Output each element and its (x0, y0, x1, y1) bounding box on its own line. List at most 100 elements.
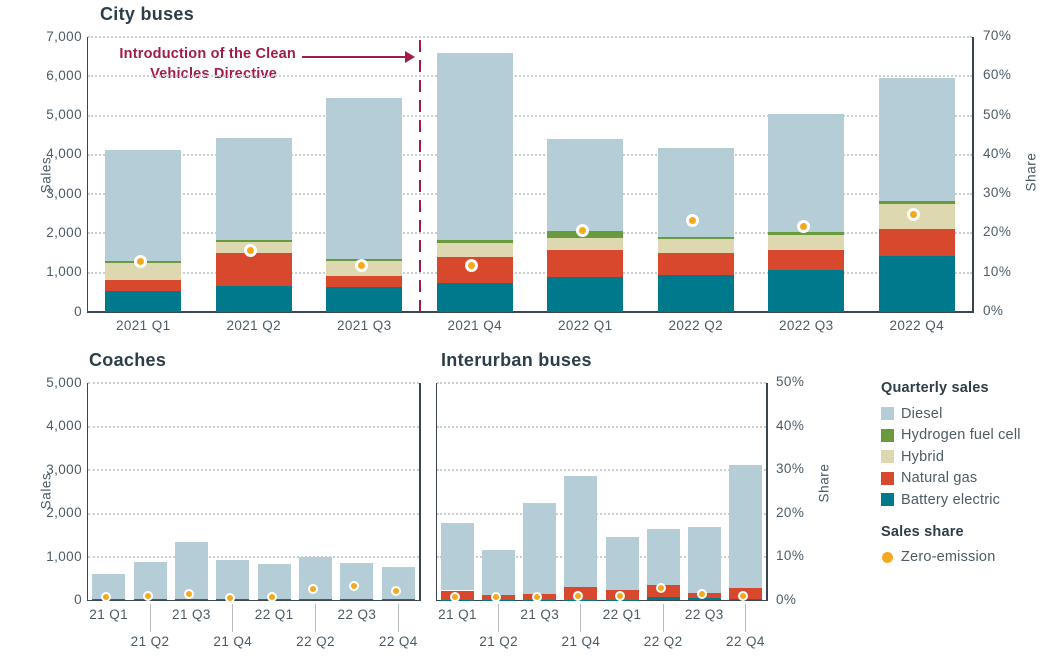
bar-segment-natural-gas (547, 249, 624, 278)
y-tick-label: 0 (74, 592, 82, 607)
coaches-title: Coaches (89, 350, 167, 370)
y-tick-label: 2,000 (46, 224, 82, 240)
x-tick-label: 22 Q3 (684, 606, 724, 622)
legend-item-label: Hybrid (901, 448, 945, 465)
y-tick-label: 4,000 (46, 146, 82, 162)
zero-emission-dot (183, 588, 194, 599)
bar-segment-hydrogen-fuel-cell (878, 200, 955, 204)
bar-segment-diesel (547, 139, 624, 232)
y-tick-label: 3,000 (46, 461, 82, 477)
bar-segment-hybrid (768, 234, 845, 250)
legend-item-natural-gas: Natural gas (881, 468, 1054, 490)
share-tick-label: 0% (776, 591, 797, 607)
x-tick-label: 21 Q2 (479, 633, 519, 649)
bar-segment-battery-electric (174, 598, 208, 601)
zero-emission-dot (308, 584, 319, 595)
share-tick-label: 50% (776, 374, 805, 389)
legend: Quarterly sales Diesel Hydrogen fuel cel… (881, 380, 1054, 568)
x-tick-label: 2022 Q3 (778, 318, 834, 333)
gridline (88, 469, 419, 471)
bar-segment-battery-electric (878, 256, 955, 312)
x-tick-leader-line (498, 603, 500, 632)
x-tick-label: 21 Q2 (130, 633, 170, 649)
annotation-line-2: Vehicles Directive (150, 66, 277, 82)
y2-axis-line (972, 37, 974, 312)
bar-segment-diesel (768, 114, 845, 233)
bar-segment-diesel (482, 550, 516, 595)
x-tick-label: 2021 Q3 (336, 318, 392, 333)
gridline (88, 425, 419, 428)
x-tick-label: 22 Q4 (726, 633, 765, 649)
bar-segment-battery-electric (657, 275, 734, 312)
bar-segment-natural-gas (657, 253, 734, 276)
share-tick-label: 0% (983, 303, 1004, 318)
bar-segment-diesel (605, 537, 639, 590)
share-tick-label: 70% (983, 28, 1012, 43)
zero-emission-dot (796, 220, 810, 233)
share-tick-label: 60% (983, 67, 1012, 83)
y-tick-label: 3,000 (46, 185, 82, 201)
share-tick-label: 10% (983, 263, 1012, 279)
gridline (88, 232, 972, 235)
bar-segment-hydrogen-fuel-cell (657, 236, 734, 239)
zero-emission-dot (686, 214, 700, 228)
share-tick-label: 30% (983, 185, 1012, 201)
hybrid-swatch-icon (881, 450, 894, 464)
y-tick-label: 1,000 (46, 264, 82, 280)
legend-item-label: Battery electric (901, 491, 1001, 508)
bar-segment-battery-electric (564, 599, 598, 601)
bar-segment-battery-electric (436, 282, 513, 312)
x-tick-leader-line (149, 603, 151, 632)
bar-segment-diesel (564, 475, 598, 588)
x-tick-label: 2022 Q1 (557, 318, 613, 333)
bar-segment-hydrogen-fuel-cell (768, 232, 845, 235)
x-tick-leader-line (397, 603, 399, 632)
bar-segment-diesel (878, 78, 955, 201)
bar-segment-diesel (105, 149, 182, 261)
share-tick-label: 20% (983, 224, 1012, 240)
zero-emission-dot-icon (882, 551, 893, 563)
bar-segment-hydrogen-fuel-cell (215, 240, 292, 243)
bar-segment-diesel (523, 503, 557, 594)
x-tick-label: 21 Q1 (89, 606, 129, 622)
y-tick-label: 4,000 (46, 418, 82, 433)
x-tick-leader-line (744, 603, 746, 632)
x-axis-line (435, 599, 768, 602)
zero-emission-dot (465, 259, 479, 273)
y2-axis-line (766, 383, 768, 601)
bar-segment-battery-electric (299, 599, 333, 601)
x-tick-label: 21 Q3 (520, 606, 560, 622)
zero-emission-dot (696, 588, 707, 599)
bar-segment-hybrid (436, 242, 513, 257)
y-tick-label: 2,000 (46, 505, 82, 520)
gridline (437, 425, 766, 428)
bar-segment-battery-electric (215, 286, 292, 312)
zero-emission-dot (349, 581, 360, 592)
x-tick-label: 22 Q1 (602, 606, 642, 622)
bar-segment-diesel (728, 464, 762, 589)
bar-segment-diesel (326, 97, 403, 260)
y-tick-label: 1,000 (46, 548, 82, 564)
diesel-swatch-icon (881, 407, 894, 421)
x-tick-label: 21 Q4 (561, 633, 601, 649)
zero-emission-dot (390, 586, 401, 597)
bar-segment-natural-gas (326, 276, 403, 288)
x-tick-leader-line (580, 603, 582, 632)
gridline (437, 382, 766, 384)
gridline (437, 556, 766, 558)
bar-segment-natural-gas (768, 249, 845, 271)
x-axis-line (86, 311, 974, 313)
legend-item-hydrogen-fuel-cell: Hydrogen fuel cell (881, 425, 1054, 447)
x-axis-line (86, 599, 421, 602)
zero-emission-dot (133, 255, 147, 269)
zero-emission-dot (907, 208, 921, 222)
bar-segment-hybrid (547, 238, 624, 250)
gridline (88, 382, 419, 384)
bar-segment-battery-electric (646, 597, 680, 601)
y-tick-label: 6,000 (46, 67, 82, 83)
y-axis-line (86, 383, 89, 601)
annotation-arrow-line (302, 56, 406, 58)
x-tick-label: 2022 Q4 (889, 318, 945, 333)
zero-emission-dot (573, 591, 584, 602)
